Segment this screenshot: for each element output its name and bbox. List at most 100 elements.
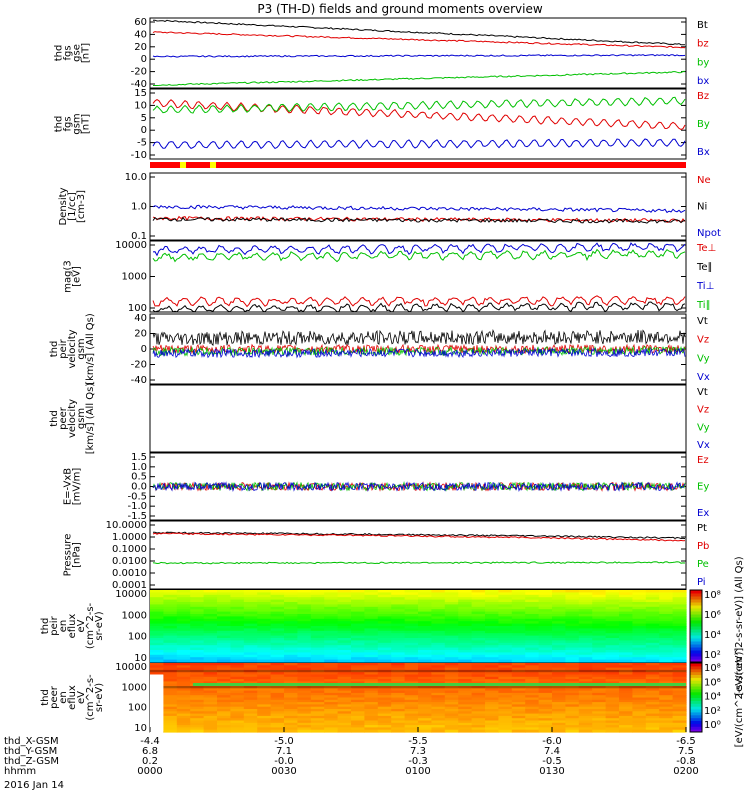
spectrogram-cell — [230, 635, 245, 639]
spectrogram-cell — [337, 606, 352, 610]
spectrogram-cell — [190, 697, 205, 701]
spectrogram-cell — [270, 663, 285, 666]
spectrogram-cell — [578, 709, 593, 712]
spectrogram-cell — [672, 663, 687, 666]
spectrogram-cell — [632, 626, 647, 629]
spectrogram-cell — [230, 715, 245, 719]
spectrogram-cell — [337, 616, 352, 620]
spectrogram-cell — [511, 699, 526, 703]
spectrogram-cell — [404, 650, 419, 653]
spectrogram-cell — [324, 702, 339, 705]
spectrogram-cell — [377, 628, 392, 632]
spectrogram-cell — [176, 650, 191, 653]
spectrogram-cell — [150, 725, 164, 728]
spectrogram-cell — [431, 597, 446, 601]
spectrogram-cell — [511, 709, 526, 712]
spectrogram-cell — [310, 602, 325, 605]
spectrogram-cell — [243, 599, 258, 603]
spectrogram-cell — [458, 722, 473, 726]
y-tick-label: -20 — [131, 67, 147, 78]
spectrogram-cell — [203, 611, 218, 615]
x-row-label: hhmm — [4, 766, 36, 777]
spectrogram-cell — [458, 718, 473, 722]
spectrogram-cell — [592, 645, 607, 649]
spectrogram-cell — [431, 628, 446, 632]
spectrogram-cell — [270, 704, 285, 708]
spectrogram-cell — [458, 604, 473, 608]
y-tick-label: 20 — [134, 42, 147, 53]
y-tick-label: 15 — [134, 88, 147, 99]
spectrogram-cell — [525, 722, 540, 726]
spectrogram-cell — [458, 616, 473, 620]
spectrogram-cell — [525, 590, 540, 593]
spectrogram-cell — [337, 715, 352, 719]
spectrogram-cell — [538, 663, 553, 666]
spectrogram-cell — [619, 628, 633, 632]
y-axis-label: E=-VxB[mV/m] — [63, 468, 83, 506]
spectrogram-cell — [444, 657, 459, 661]
spectrogram-cell — [337, 706, 352, 710]
spectrogram-cell — [270, 616, 285, 620]
spectrogram-cell — [190, 711, 205, 715]
y-tick-label: 1.5 — [131, 452, 147, 463]
spectrogram-cell — [632, 611, 647, 615]
spectrogram-cell — [632, 618, 647, 622]
spectrogram-cell — [552, 626, 566, 629]
spectrogram-cell — [498, 722, 513, 726]
spectrogram-cell — [458, 674, 473, 678]
spectrogram-cell — [645, 618, 660, 622]
spectrogram-cell — [565, 638, 580, 641]
spectrogram-cell — [337, 659, 352, 663]
y-tick-label: 0.1000 — [112, 544, 147, 555]
spectrogram-cell — [270, 640, 285, 644]
spectrogram-cell — [538, 669, 553, 673]
x-row-label: thd_X-GSM — [4, 736, 59, 747]
spectrogram-cell — [150, 697, 164, 701]
spectrogram-cell — [431, 590, 446, 593]
spectrogram-cell — [284, 706, 298, 710]
spectrogram-cell — [498, 604, 513, 608]
spectrogram-cell — [592, 676, 607, 680]
spectrogram-cell — [163, 592, 178, 596]
spectrogram-cell — [364, 654, 379, 658]
spectrogram-cell — [351, 663, 365, 666]
spectrogram-cell — [351, 611, 365, 615]
spectrogram-cell — [418, 695, 432, 699]
spectrogram-cell — [163, 729, 178, 733]
spectrogram-cell — [552, 611, 566, 615]
spectrogram-cell — [659, 695, 674, 699]
y-tick-label: 1000 — [122, 272, 147, 283]
spectrogram-cell — [150, 679, 164, 682]
spectrogram-cell — [284, 604, 298, 608]
spectrogram-cell — [284, 663, 298, 666]
spectrogram-cell — [511, 711, 526, 715]
spectrogram-cell — [552, 590, 566, 593]
spectrogram-cell — [511, 669, 526, 673]
spectrogram-cell — [230, 729, 245, 733]
spectrogram-cell — [310, 609, 325, 613]
spectrogram-cell — [297, 592, 312, 596]
spectrogram-cell — [672, 706, 687, 710]
spectrogram-cell — [337, 638, 352, 641]
spectrogram-cell — [471, 690, 486, 694]
spectrogram-cell — [605, 642, 620, 646]
spectrogram-cell — [377, 623, 392, 627]
spectrogram-cell — [552, 652, 566, 656]
spectrogram-cell — [645, 616, 660, 620]
spectrogram-cell — [203, 654, 218, 658]
spectrogram-cell — [364, 713, 379, 717]
spectrogram-cell — [659, 611, 674, 615]
spectrogram-cell — [284, 638, 298, 641]
spectrogram-cell — [190, 695, 205, 699]
spectrogram-cell — [351, 614, 365, 617]
spectrogram-cell — [605, 699, 620, 703]
spectrogram-cell — [203, 590, 218, 593]
spectrogram-cell — [431, 674, 446, 678]
spectrogram-cell — [150, 686, 164, 689]
spectrogram-cell — [632, 706, 647, 710]
spectrogram-cell — [458, 702, 473, 705]
spectrogram-cell — [632, 665, 647, 669]
spectrogram-cell — [578, 665, 593, 669]
spectrogram-cell — [243, 650, 258, 653]
spectrogram-cell — [270, 592, 285, 596]
